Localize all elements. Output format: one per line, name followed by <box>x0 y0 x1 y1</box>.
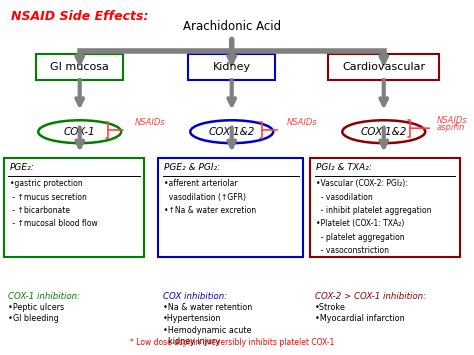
Text: - ↑bicarbonate: - ↑bicarbonate <box>9 206 70 215</box>
Text: kidney injury: kidney injury <box>163 337 219 346</box>
Text: •Peptic ulcers: •Peptic ulcers <box>9 302 64 312</box>
Text: NSAID Side Effects:: NSAID Side Effects: <box>10 10 148 23</box>
Text: COX inhibition:: COX inhibition: <box>163 292 227 301</box>
Text: COX-1&2: COX-1&2 <box>209 127 255 137</box>
Text: Cardiovascular: Cardiovascular <box>342 61 425 72</box>
Text: NSAIDs: NSAIDs <box>287 118 318 127</box>
Text: COX-1&2: COX-1&2 <box>361 127 407 137</box>
Text: - ↑mucus secretion: - ↑mucus secretion <box>9 193 87 202</box>
Text: COX-1: COX-1 <box>64 127 96 137</box>
Text: vasodilation (↑GFR): vasodilation (↑GFR) <box>164 193 246 202</box>
Text: - vasoconstriction: - vasoconstriction <box>316 246 389 255</box>
Text: •Myocardial infarction: •Myocardial infarction <box>315 314 404 323</box>
Text: GI mucosa: GI mucosa <box>50 61 109 72</box>
Text: •↑Na & water excretion: •↑Na & water excretion <box>164 206 256 215</box>
Text: - platelet aggregation: - platelet aggregation <box>316 233 405 242</box>
Text: - ↑mucosal blood flow: - ↑mucosal blood flow <box>9 219 98 228</box>
Text: •GI bleeding: •GI bleeding <box>9 314 59 323</box>
Text: •Hemodynamic acute: •Hemodynamic acute <box>163 326 251 335</box>
Text: aspirin: aspirin <box>437 123 465 132</box>
Text: •Vascular (COX-2: PGI₂):: •Vascular (COX-2: PGI₂): <box>316 179 408 188</box>
Text: •Stroke: •Stroke <box>315 302 346 312</box>
Text: •Platelet (COX-1: TXA₂): •Platelet (COX-1: TXA₂) <box>316 219 404 228</box>
Text: Arachidonic Acid: Arachidonic Acid <box>182 20 281 33</box>
Text: •afferent arteriolar: •afferent arteriolar <box>164 179 237 188</box>
Text: COX-2 > COX-1 inhibition:: COX-2 > COX-1 inhibition: <box>315 292 426 301</box>
Text: PGE₂ & PGI₂:: PGE₂ & PGI₂: <box>164 163 220 173</box>
Text: PGE₂:: PGE₂: <box>9 163 35 173</box>
FancyBboxPatch shape <box>36 54 123 80</box>
Text: •Na & water retention: •Na & water retention <box>163 302 252 312</box>
Text: Kidney: Kidney <box>213 61 251 72</box>
Text: •Hypertension: •Hypertension <box>163 314 221 323</box>
Text: * Low dose aspirin irreversibly inhibits platelet COX-1: * Low dose aspirin irreversibly inhibits… <box>129 338 334 347</box>
FancyBboxPatch shape <box>328 54 439 80</box>
Text: NSAIDs: NSAIDs <box>135 118 166 127</box>
Text: COX-1 inhibition:: COX-1 inhibition: <box>9 292 80 301</box>
Text: PGI₂ & TXA₂:: PGI₂ & TXA₂: <box>316 163 372 173</box>
Text: •gastric protection: •gastric protection <box>9 179 82 188</box>
Text: *: * <box>454 122 459 132</box>
FancyBboxPatch shape <box>188 54 275 80</box>
Ellipse shape <box>190 120 273 143</box>
Ellipse shape <box>38 120 121 143</box>
Text: NSAIDs: NSAIDs <box>437 116 467 125</box>
FancyBboxPatch shape <box>4 158 144 257</box>
Text: - vasodilation: - vasodilation <box>316 193 373 202</box>
Ellipse shape <box>342 120 425 143</box>
FancyBboxPatch shape <box>158 158 303 257</box>
FancyBboxPatch shape <box>310 158 460 257</box>
Text: - inhibit platelet aggregation: - inhibit platelet aggregation <box>316 206 431 215</box>
